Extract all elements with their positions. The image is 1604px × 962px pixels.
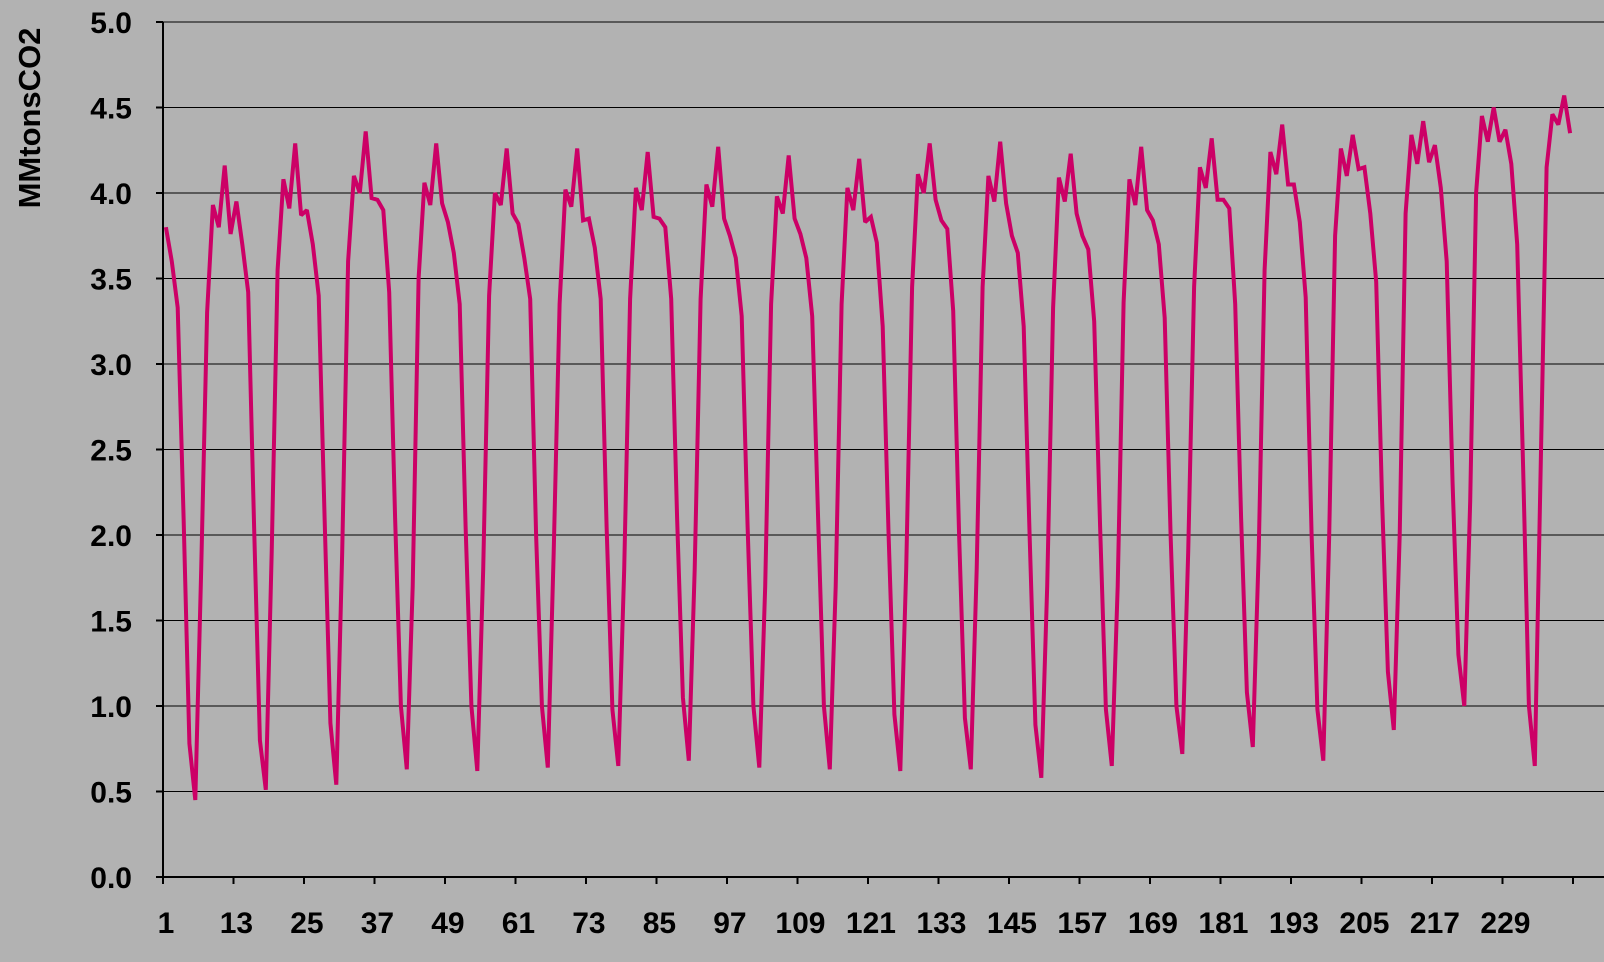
y-tick-label: 3.0 [90,349,132,382]
y-tick-label: 2.5 [90,435,132,468]
x-tick-label: 49 [431,907,464,940]
axis-ticks [156,21,1574,884]
x-tick-label: 133 [916,907,966,940]
x-tick-label: 181 [1198,907,1248,940]
x-tick-label: 193 [1269,907,1319,940]
y-tick-label: 4.0 [90,178,132,211]
y-tick-label: 0.0 [90,862,132,895]
x-tick-labels: 1 13 25 37 49 61 73 85 97 109 121 133 145 157 169 181 19… [158,907,1531,940]
y-tick-label: 0.5 [90,777,132,810]
x-tick-label: 229 [1480,907,1530,940]
x-tick-label: 169 [1128,907,1178,940]
y-tick-label: 1.0 [90,691,132,724]
x-tick-label: 109 [775,907,825,940]
series-layer [163,95,1573,801]
x-tick-label: 37 [361,907,394,940]
y-tick-label: 3.5 [90,264,132,297]
y-tick-label: 5.0 [90,7,132,40]
y-tick-label: 1.5 [90,606,132,639]
x-tick-label: 145 [987,907,1037,940]
x-tick-label: 73 [572,907,605,940]
y-tick-labels: 0.0 0.5 1.0 1.5 2.0 2.5 3.0 3.5 4.0 4.5 5.0 [90,7,132,895]
x-tick-label: 121 [846,907,896,940]
y-tick-label: 2.0 [90,520,132,553]
x-tick-label: 13 [220,907,253,940]
x-tick-label: 205 [1339,907,1389,940]
x-tick-label: 61 [502,907,535,940]
series-line [163,95,1573,801]
x-tick-label: 97 [713,907,746,940]
x-tick-label: 157 [1057,907,1107,940]
y-axis-title: MMtonsCO2 [12,28,47,209]
x-tick-label: 85 [643,907,676,940]
y-tick-label: 4.5 [90,93,132,126]
x-tick-label: 25 [290,907,323,940]
x-tick-label: 217 [1410,907,1460,940]
x-tick-label: 1 [158,907,175,940]
